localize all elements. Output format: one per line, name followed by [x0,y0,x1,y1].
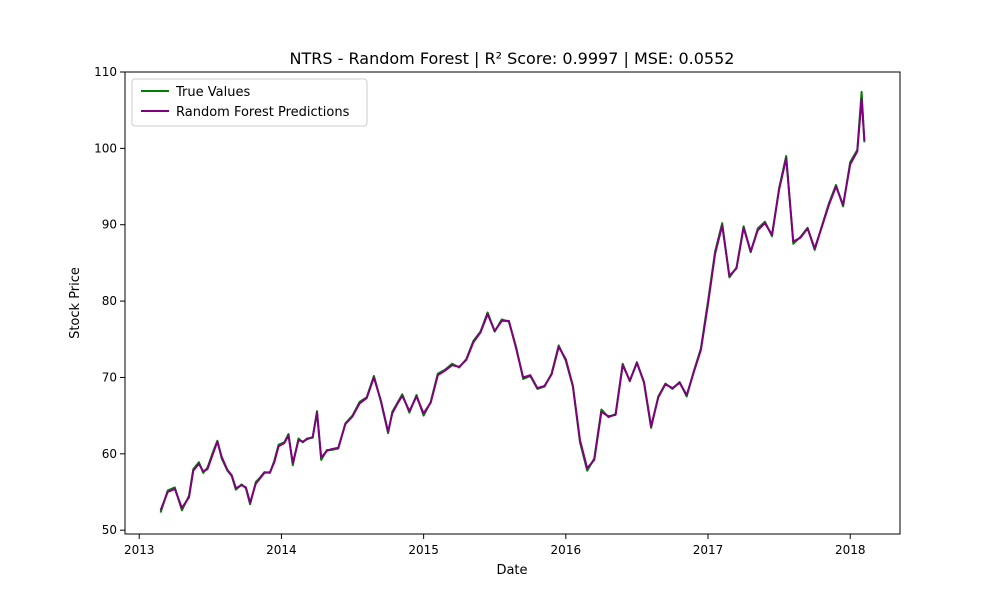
y-tick-label: 90 [102,218,117,232]
x-tick-label: 2013 [124,543,155,557]
y-axis-label: Stock Price [68,267,83,339]
x-tick-label: 2015 [408,543,439,557]
x-tick-label: 2017 [693,543,724,557]
x-tick-label: 2016 [551,543,582,557]
legend: True Values Random Forest Predictions [131,78,368,127]
y-axis-ticks: 50 60 70 80 90 100 110 [94,65,125,537]
chart-title: NTRS - Random Forest | R² Score: 0.9997 … [290,49,735,68]
x-tick-label: 2018 [835,543,866,557]
y-tick-label: 70 [102,370,117,384]
series-line-random-forest-predictions [159,97,866,511]
y-tick-label: 60 [102,447,117,461]
series-line-true-values [159,90,866,513]
plot-frame [124,71,901,535]
y-tick-label: 80 [102,294,117,308]
y-tick-label: 100 [94,141,117,155]
x-axis-label: Date [496,563,527,578]
legend-box [131,78,368,127]
plot-lines [159,90,866,513]
y-tick-label: 110 [94,65,117,79]
y-tick-label: 50 [102,523,117,537]
legend-label-true-values: True Values [175,85,250,100]
x-axis-ticks: 2013 2014 2015 2016 2017 2018 [124,534,866,557]
x-tick-label: 2014 [266,543,297,557]
legend-label-random-forest-predictions: Random Forest Predictions [176,105,350,120]
